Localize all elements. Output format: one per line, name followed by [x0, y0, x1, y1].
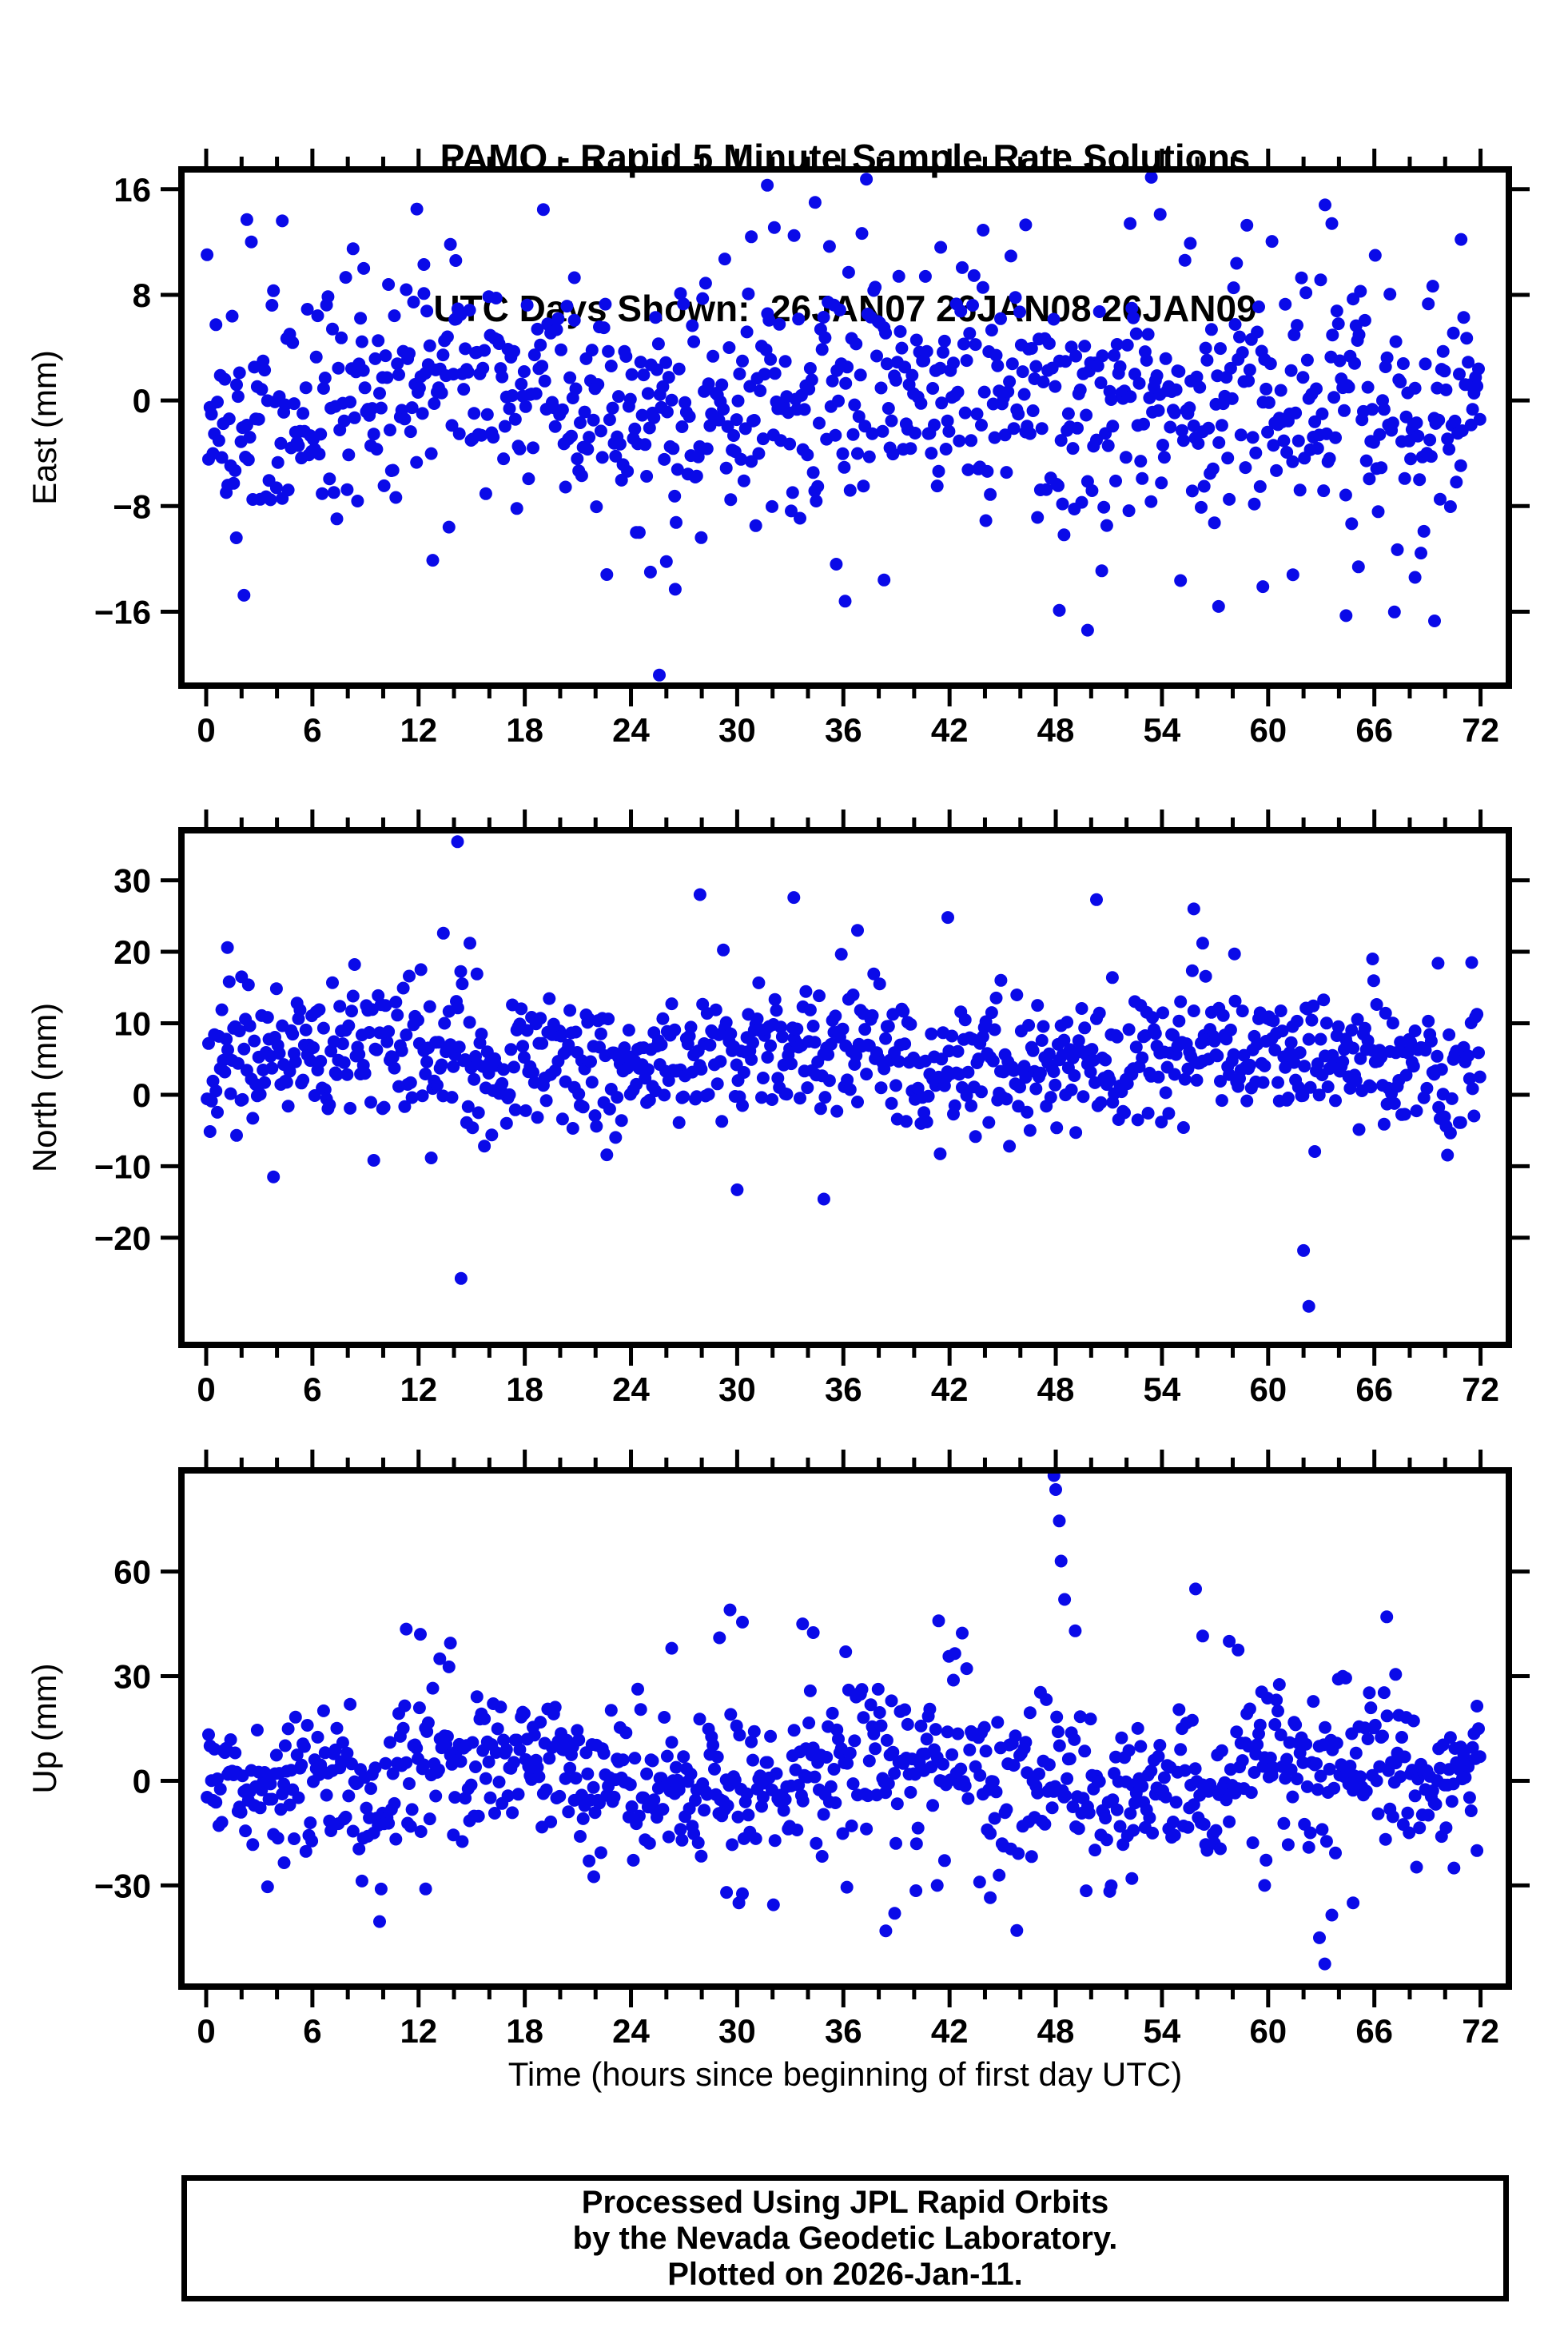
north-y-tick-labels: −20 −10 0 10 20 30 [94, 862, 151, 1257]
svg-text:54: 54 [1144, 711, 1181, 749]
svg-text:−16: −16 [94, 594, 151, 631]
footer-line1: Processed Using JPL Rapid Orbits [581, 2184, 1109, 2220]
svg-text:12: 12 [400, 711, 437, 749]
up-axis-label: Up (mm) [26, 1663, 63, 1793]
svg-text:0: 0 [197, 1370, 215, 1408]
svg-text:60: 60 [1249, 1370, 1287, 1408]
east-data-points [201, 170, 1486, 682]
north-frame [178, 827, 1512, 1348]
svg-text:36: 36 [825, 1370, 862, 1408]
east-ticks [161, 149, 1530, 706]
svg-text:48: 48 [1037, 2012, 1075, 2050]
svg-text:42: 42 [931, 2012, 969, 2050]
svg-text:10: 10 [113, 1005, 151, 1043]
svg-text:−8: −8 [113, 487, 151, 525]
svg-text:24: 24 [612, 1370, 650, 1408]
north-ticks [161, 810, 1530, 1366]
svg-text:72: 72 [1462, 711, 1499, 749]
svg-text:60: 60 [113, 1553, 151, 1591]
svg-text:42: 42 [931, 1370, 969, 1408]
svg-text:66: 66 [1355, 1370, 1393, 1408]
svg-text:18: 18 [506, 1370, 543, 1408]
up-frame [178, 1467, 1512, 1990]
east-frame [178, 166, 1512, 689]
north-axis-label: North (mm) [26, 1003, 63, 1172]
svg-text:6: 6 [303, 1370, 321, 1408]
east-axis-label: East (mm) [26, 350, 63, 505]
svg-text:24: 24 [612, 2012, 650, 2050]
up-ticks [161, 1450, 1530, 2007]
svg-text:42: 42 [931, 711, 969, 749]
svg-text:−10: −10 [94, 1148, 151, 1185]
svg-text:30: 30 [113, 1658, 151, 1696]
north-data-points [201, 835, 1486, 1313]
svg-text:18: 18 [506, 711, 543, 749]
svg-text:36: 36 [825, 2012, 862, 2050]
north-panel: 0 6 12 18 24 30 36 42 48 54 60 66 72 −20 −10 0 10 20 30 Nor… [26, 810, 1530, 1408]
up-panel: 0 6 12 18 24 30 36 42 48 54 60 66 72 −30 0 30 60 Up (mm) [26, 1450, 1530, 2050]
svg-text:6: 6 [303, 2012, 321, 2050]
svg-text:0: 0 [133, 1763, 151, 1800]
up-x-tick-labels: 0 6 12 18 24 30 36 42 48 54 60 66 72 [197, 2012, 1499, 2050]
footer-line3: Plotted on 2026-Jan-11. [667, 2256, 1023, 2292]
svg-text:6: 6 [303, 711, 321, 749]
svg-text:72: 72 [1462, 1370, 1499, 1408]
svg-text:12: 12 [400, 2012, 437, 2050]
svg-text:0: 0 [197, 711, 215, 749]
east-panel: 0 6 12 18 24 30 36 42 48 54 60 66 72 −16 −8 0 8 16 East (m… [26, 149, 1530, 749]
svg-text:8: 8 [133, 276, 151, 314]
svg-text:30: 30 [718, 2012, 756, 2050]
svg-text:72: 72 [1462, 2012, 1499, 2050]
svg-text:60: 60 [1249, 2012, 1287, 2050]
svg-text:54: 54 [1144, 1370, 1181, 1408]
east-x-tick-labels: 0 6 12 18 24 30 36 42 48 54 60 66 72 [197, 711, 1499, 749]
svg-text:12: 12 [400, 1370, 437, 1408]
svg-text:48: 48 [1037, 1370, 1075, 1408]
svg-text:30: 30 [718, 1370, 756, 1408]
svg-text:30: 30 [718, 711, 756, 749]
east-y-tick-labels: −16 −8 0 8 16 [94, 171, 151, 631]
svg-text:24: 24 [612, 711, 650, 749]
svg-text:0: 0 [197, 2012, 215, 2050]
svg-text:18: 18 [506, 2012, 543, 2050]
svg-text:0: 0 [133, 1076, 151, 1114]
svg-text:16: 16 [113, 171, 151, 209]
svg-text:48: 48 [1037, 711, 1075, 749]
svg-text:54: 54 [1144, 2012, 1181, 2050]
svg-text:−20: −20 [94, 1219, 151, 1257]
svg-text:66: 66 [1355, 2012, 1393, 2050]
svg-text:36: 36 [825, 711, 862, 749]
svg-text:−30: −30 [94, 1867, 151, 1904]
footer-line2: by the Nevada Geodetic Laboratory. [572, 2220, 1118, 2256]
north-x-tick-labels: 0 6 12 18 24 30 36 42 48 54 60 66 72 [197, 1370, 1499, 1408]
footer-box: Processed Using JPL Rapid Orbits by the … [181, 2175, 1509, 2301]
svg-text:20: 20 [113, 933, 151, 971]
svg-text:0: 0 [133, 382, 151, 420]
svg-text:66: 66 [1355, 711, 1393, 749]
up-data-points [201, 1470, 1486, 1971]
x-axis-label: Time (hours since beginning of first day… [508, 2055, 1182, 2093]
svg-text:30: 30 [113, 862, 151, 900]
svg-text:60: 60 [1249, 711, 1287, 749]
up-y-tick-labels: −30 0 30 60 [94, 1553, 151, 1905]
